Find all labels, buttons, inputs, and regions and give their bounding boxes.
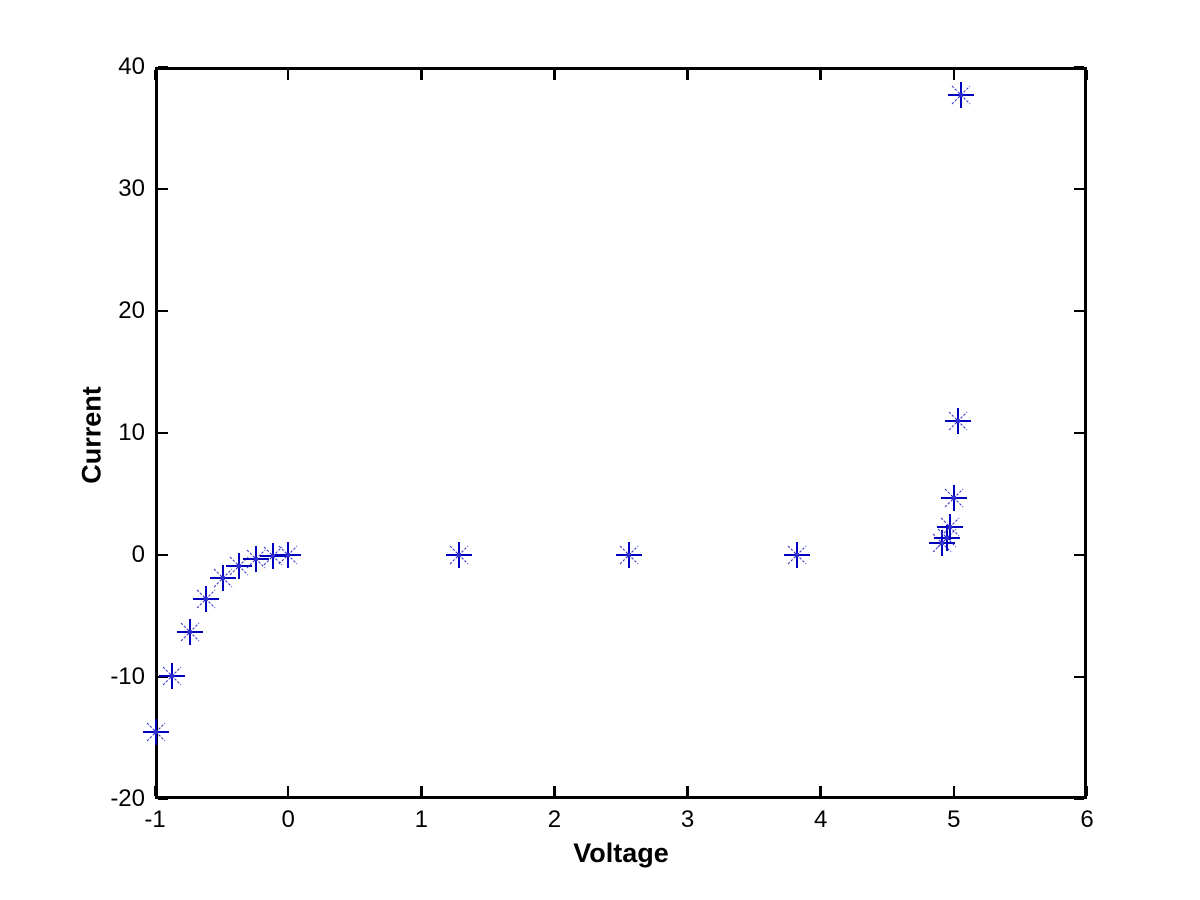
asterisk-marker-icon: [934, 524, 961, 551]
x-tick-mark-top: [686, 70, 689, 80]
asterisk-marker-icon: [243, 545, 270, 572]
asterisk-marker-icon: [445, 542, 472, 568]
asterisk-marker-icon: [940, 484, 967, 511]
y-tick-mark-right: [1074, 65, 1084, 69]
x-tick-mark-top: [286, 70, 290, 80]
y-tick-label: 20: [118, 297, 145, 324]
x-tick-mark-top: [1085, 70, 1089, 80]
y-tick-mark-right: [1074, 675, 1084, 679]
y-tick-mark: [158, 797, 168, 801]
x-tick-mark-top: [420, 70, 423, 80]
x-tick-mark: [1085, 786, 1089, 796]
x-tick-mark: [286, 786, 290, 796]
y-tick-label: 10: [118, 419, 145, 446]
x-tick-mark: [153, 786, 157, 796]
asterisk-marker-icon: [159, 662, 186, 689]
y-tick-label: -20: [110, 785, 145, 812]
x-tick-label: 3: [680, 806, 695, 833]
asterisk-marker-icon: [192, 585, 219, 612]
asterisk-marker-icon: [225, 552, 252, 579]
y-axis-label: Current: [76, 386, 107, 484]
y-tick-mark: [158, 187, 168, 191]
x-tick-label: 1: [414, 806, 428, 833]
y-tick-label: 0: [131, 541, 145, 568]
asterisk-marker-icon: [615, 542, 642, 568]
y-tick-mark: [158, 309, 168, 313]
x-tick-label: 2: [547, 806, 562, 833]
x-axis-label: Voltage: [573, 838, 669, 868]
x-tick-label: 6: [1080, 806, 1094, 833]
y-tick-mark-right: [1074, 187, 1084, 191]
x-tick-mark-top: [952, 70, 956, 80]
x-tick-mark: [420, 786, 423, 796]
y-tick-mark-right: [1074, 431, 1084, 435]
x-tick-mark-top: [819, 70, 822, 80]
x-tick-label: 0: [281, 806, 295, 833]
y-tick-mark: [158, 431, 168, 435]
x-tick-label: 5: [947, 806, 961, 833]
x-tick-label: 4: [814, 806, 828, 833]
plot-area: [155, 67, 1087, 799]
y-tick-mark: [158, 65, 168, 69]
asterisk-marker-icon: [783, 542, 810, 568]
y-tick-mark: [158, 675, 168, 679]
x-tick-mark-top: [553, 70, 556, 80]
x-tick-mark: [686, 786, 689, 796]
asterisk-marker-icon: [209, 565, 236, 592]
asterisk-marker-icon: [944, 407, 971, 434]
asterisk-marker-icon: [275, 542, 302, 568]
asterisk-marker-icon: [936, 513, 963, 540]
x-tick-mark: [553, 786, 556, 796]
asterisk-marker-icon: [176, 618, 203, 645]
y-tick-label: 30: [118, 175, 145, 202]
asterisk-marker-icon: [260, 543, 287, 570]
asterisk-marker-icon: [143, 718, 170, 745]
x-tick-mark-top: [153, 70, 157, 80]
y-tick-label: -10: [110, 663, 145, 690]
asterisk-marker-icon: [947, 82, 974, 109]
y-tick-mark-right: [1074, 797, 1084, 801]
x-tick-label: -1: [144, 806, 166, 833]
x-tick-mark: [819, 786, 822, 796]
y-tick-mark-right: [1074, 309, 1084, 313]
x-tick-mark: [952, 786, 956, 796]
y-tick-label: 40: [118, 53, 145, 80]
y-tick-mark-right: [1074, 553, 1084, 557]
y-tick-mark: [158, 553, 168, 557]
